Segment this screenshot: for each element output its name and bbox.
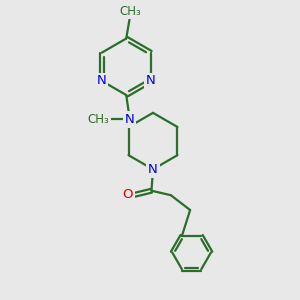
Text: CH₃: CH₃ [88, 113, 110, 126]
Text: O: O [122, 188, 133, 201]
Text: N: N [148, 163, 158, 176]
Text: N: N [125, 113, 135, 126]
Text: N: N [146, 74, 156, 87]
Text: CH₃: CH₃ [119, 5, 141, 18]
Text: N: N [97, 74, 106, 87]
